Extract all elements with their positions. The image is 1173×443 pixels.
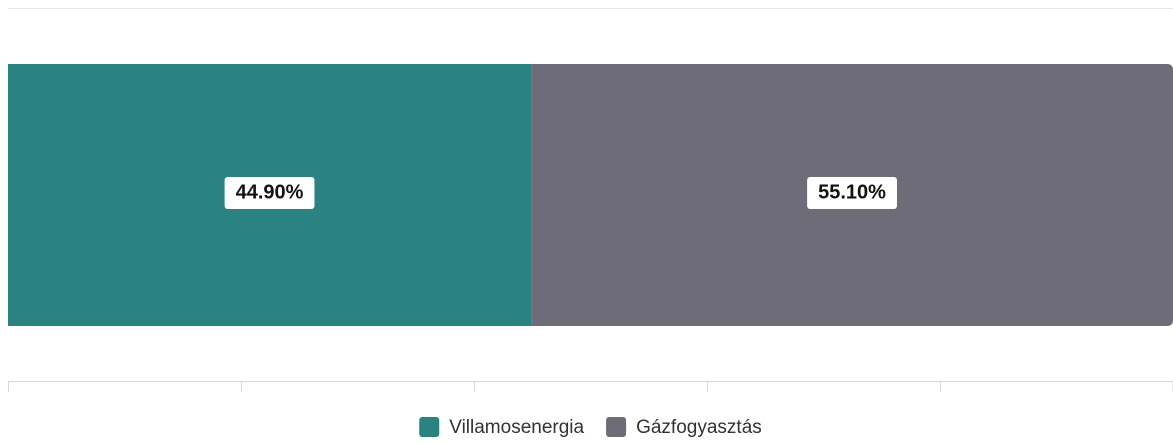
value-label-box: 44.90% — [224, 177, 315, 209]
legend-swatch — [606, 417, 627, 437]
value-label: 55.10% — [818, 181, 886, 203]
legend-label: Gázfogyasztás — [636, 417, 762, 438]
legend-label: Villamosenergia — [449, 417, 584, 438]
value-label-box: 55.10% — [807, 177, 897, 209]
legend: Villamosenergia Gázfogyasztás — [419, 417, 762, 438]
value-label: 44.90% — [236, 181, 304, 203]
value-label-bg — [807, 177, 897, 209]
legend-swatch — [419, 417, 440, 437]
value-label-bg — [224, 177, 315, 209]
